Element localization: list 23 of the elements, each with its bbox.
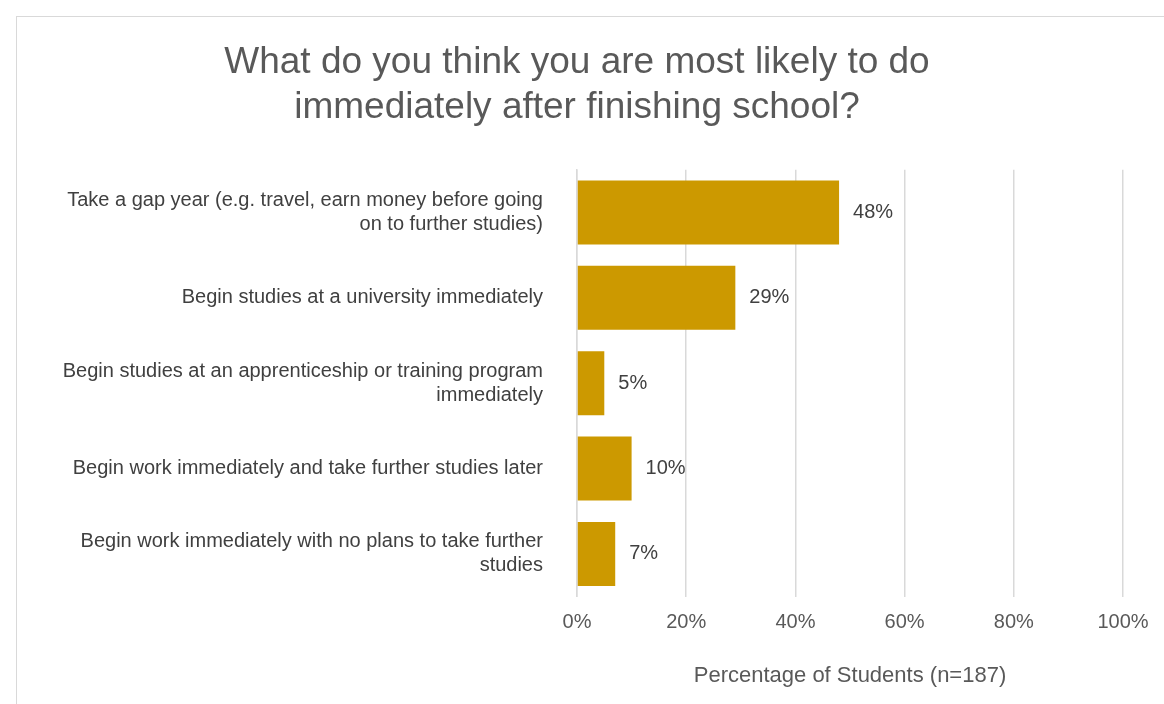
y-tick-label: Begin work immediately and take further studies later (72, 456, 544, 479)
x-tick-label: 40% (775, 610, 816, 633)
bar (577, 436, 632, 501)
y-tick-label: Begin studies at a university immediately (181, 285, 543, 308)
chart-title: What do you think you are most likely to do immediately after finishing school? (224, 40, 930, 126)
x-tick-label: 60% (884, 610, 925, 633)
y-tick-label: Take a gap year (e.g. travel, earn money before going on to further studies) (67, 188, 543, 234)
bar (577, 521, 616, 586)
data-label: 5% (618, 370, 648, 393)
data-label: 29% (749, 285, 790, 308)
y-tick-label: Begin studies at an apprenticeship or training program immediately (62, 358, 543, 405)
y-tick-label: Begin work immediately with no plans to take further studies (80, 529, 544, 576)
x-tick-label: 20% (666, 610, 707, 633)
x-axis-title: Percentage of Students (n=187) (693, 661, 1007, 687)
x-tick-label: 80% (993, 610, 1035, 633)
bar (577, 180, 840, 245)
data-label: 10% (645, 456, 686, 479)
data-label: 48% (853, 200, 894, 222)
x-tick-label: 100% (1097, 610, 1149, 633)
data-label: 7% (629, 541, 659, 564)
bar (577, 265, 736, 330)
x-tick-label: 0% (562, 610, 592, 633)
bar (577, 351, 605, 416)
